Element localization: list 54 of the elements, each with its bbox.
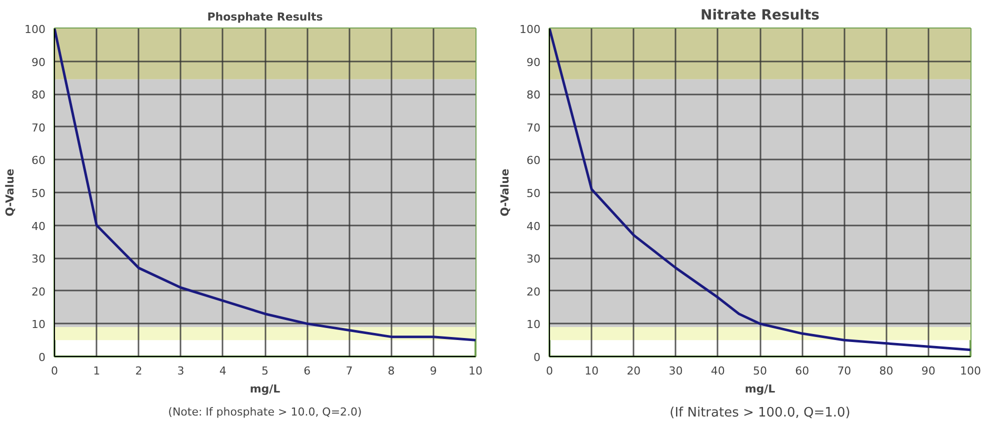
y-tick-label: 10 — [32, 318, 46, 332]
x-tick-label: 10 — [584, 364, 599, 378]
line-series — [550, 28, 970, 352]
x-tick-label: 100 — [960, 364, 981, 378]
y-tick-label: 60 — [32, 154, 46, 168]
y-tick-label: 40 — [32, 220, 46, 233]
chart-title: Nitrate Results — [700, 8, 820, 24]
text: (Note: If phosphate > 10.0, Q=2.0) — [168, 406, 362, 418]
y-tick-label: 80 — [32, 88, 46, 102]
x-axis-title: mg/L — [250, 382, 280, 396]
x-tick-label: 7 — [346, 364, 353, 378]
x-tick-label: 6 — [304, 364, 311, 378]
y-axis-title: Q-Value — [4, 168, 17, 216]
x-tick-label: 4 — [219, 364, 226, 378]
y-tick-label: 70 — [526, 121, 541, 134]
y-axis-title: Q-Value — [498, 168, 512, 216]
y-tick-label: 70 — [32, 121, 46, 134]
x-tick-label: 0 — [546, 364, 553, 378]
y-tick-label: 30 — [526, 252, 541, 266]
y-tick-label: 60 — [526, 154, 541, 168]
y-tick-label: 90 — [526, 56, 541, 69]
y-tick-label: 20 — [32, 285, 46, 298]
y-tick-label: 100 — [24, 23, 46, 36]
x-tick-label: 9 — [430, 364, 437, 378]
x-tick-label: 5 — [262, 364, 268, 378]
x-tick-label: 3 — [177, 364, 184, 378]
y-tick-label: 50 — [526, 187, 541, 200]
x-tick-label: 70 — [837, 364, 852, 378]
chart-title: Phosphate Results — [207, 10, 324, 24]
y-tick-label: 10 — [526, 318, 541, 332]
x-tick-label: 30 — [668, 364, 683, 378]
line-series — [54, 28, 476, 342]
x-tick-label: 8 — [388, 364, 395, 378]
x-tick-label: 90 — [921, 364, 936, 378]
x-tick-label: 80 — [879, 364, 894, 378]
y-tick-label: 50 — [32, 187, 46, 200]
x-tick-label: 20 — [626, 364, 641, 378]
y-tick-label: 100 — [520, 23, 541, 36]
text: (If Nitrates > 100.0, Q=1.0) — [670, 406, 850, 420]
y-tick-label: 0 — [534, 351, 540, 364]
x-tick-label: 0 — [51, 364, 58, 378]
x-tick-label: 10 — [468, 364, 482, 378]
x-tick-label: 1 — [93, 364, 100, 378]
y-tick-label: 0 — [38, 351, 46, 364]
y-tick-label: 20 — [526, 285, 541, 298]
y-tick-label: 80 — [526, 88, 541, 102]
y-tick-label: 40 — [526, 220, 541, 233]
x-tick-label: 60 — [795, 364, 810, 378]
x-tick-label: 2 — [135, 364, 142, 378]
y-tick-label: 30 — [32, 252, 46, 266]
x-tick-label: 50 — [753, 364, 767, 378]
x-tick-label: 40 — [710, 364, 725, 378]
x-axis-title: mg/L — [744, 382, 776, 396]
y-tick-label: 90 — [32, 56, 46, 69]
